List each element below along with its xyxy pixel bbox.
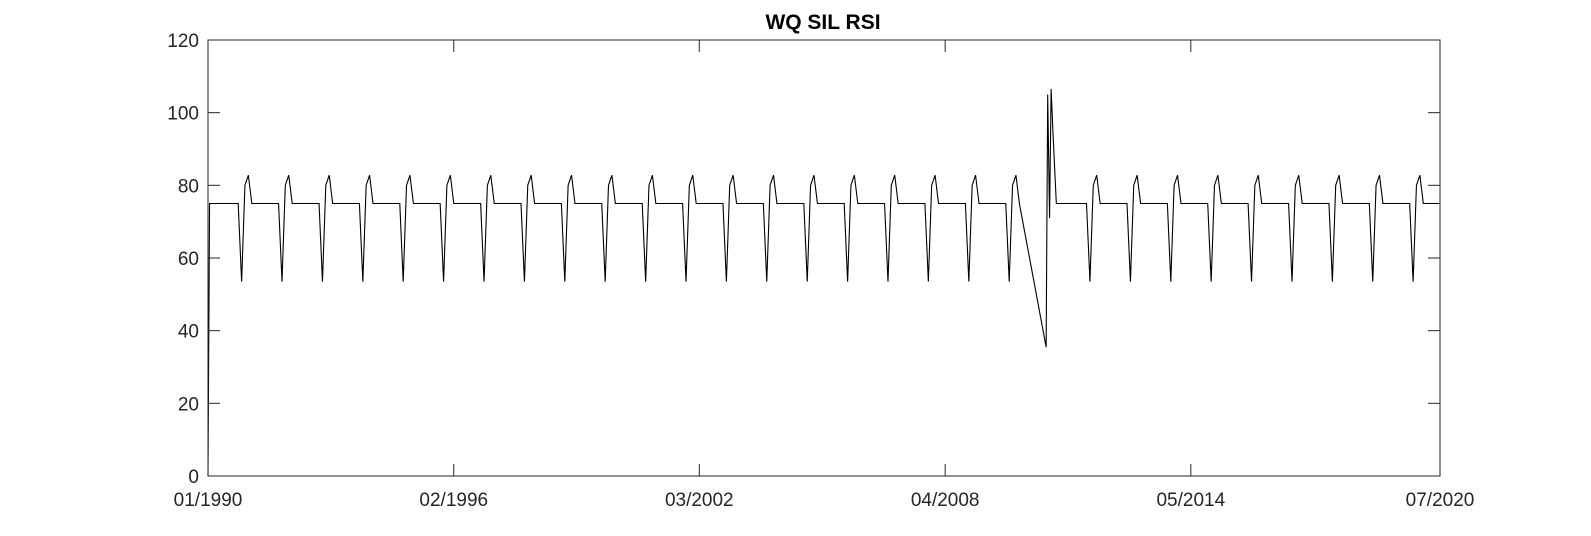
- x-tick-label: 04/2008: [911, 490, 980, 511]
- x-tick-label: 05/2014: [1156, 490, 1225, 511]
- x-tick-label: 01/1990: [174, 490, 243, 511]
- x-tick-label: 02/1996: [419, 490, 488, 511]
- y-tick-label: 40: [178, 322, 199, 343]
- series-line: [207, 89, 1440, 477]
- axes-box: [207, 39, 1441, 477]
- y-tick-label: 120: [167, 31, 199, 52]
- y-tick-label: 0: [188, 467, 199, 488]
- y-tick-label: 80: [178, 176, 199, 197]
- chart-title: WQ SIL RSI: [765, 11, 880, 34]
- x-axis: 01/1990 02/1996 03/2002 04/2008 05/2014 07/20…: [174, 40, 1475, 511]
- y-tick-label: 60: [178, 249, 199, 270]
- y-tick-label: 20: [178, 394, 199, 415]
- x-tick-label: 07/2020: [1406, 490, 1475, 511]
- y-axis: 0 20 40 60 80 100 120: [167, 31, 1440, 488]
- plot-area: [207, 89, 1440, 477]
- y-tick-label: 100: [167, 104, 199, 125]
- x-tick-label: 03/2002: [665, 490, 734, 511]
